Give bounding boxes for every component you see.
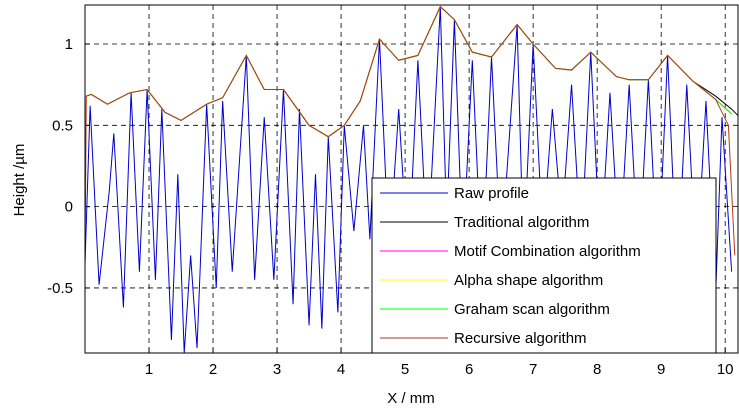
x-tick-label: 2 (209, 361, 217, 378)
series-line (84, 5, 736, 264)
x-tick-label: 9 (657, 361, 665, 378)
y-tick-label: 0 (65, 199, 73, 216)
x-tick-label: 6 (465, 361, 473, 378)
legend-label: Graham scan algorithm (454, 301, 610, 318)
y-axis-label: Height /µm (11, 144, 28, 217)
legend-label: Raw profile (454, 185, 529, 202)
x-axis-label: X / mm (387, 390, 435, 407)
x-tick-label: 8 (593, 361, 601, 378)
y-tick-label: 0.5 (52, 117, 73, 134)
legend-label: Motif Combination algorithm (454, 243, 641, 260)
x-tick-label: 10 (717, 361, 734, 378)
legend: Raw profile Traditional algorithm Motif Co… (371, 177, 717, 354)
x-tick-label: 1 (145, 361, 153, 378)
legend-label: Recursive algorithm (454, 330, 587, 347)
x-tick-label: 5 (401, 361, 409, 378)
x-tick-label: 7 (529, 361, 537, 378)
legend-label: Alpha shape algorithm (454, 272, 603, 289)
x-tick-label: 4 (337, 361, 345, 378)
legend-box (371, 177, 717, 354)
x-tick-label: 3 (273, 361, 281, 378)
y-tick-label: -0.5 (47, 280, 73, 297)
legend-label: Traditional algorithm (454, 214, 589, 231)
y-tick-label: 1 (65, 36, 73, 53)
